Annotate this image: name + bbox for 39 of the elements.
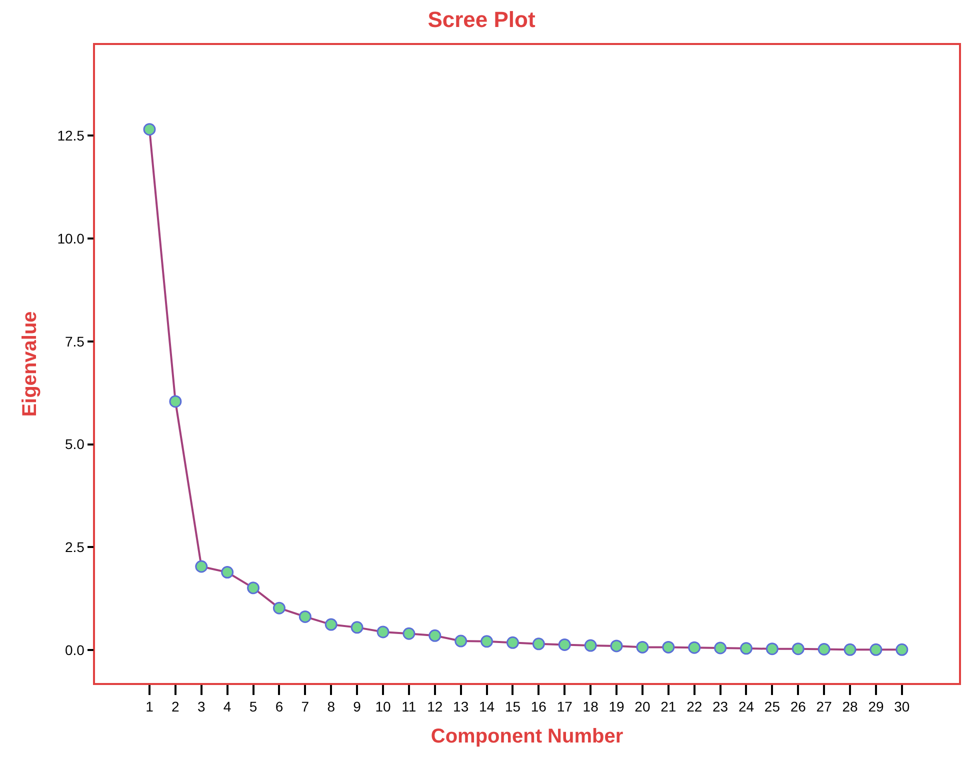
- x-tick-label: 5: [249, 698, 258, 715]
- x-tick-label: 3: [197, 698, 206, 715]
- x-tick-label: 10: [375, 698, 391, 715]
- y-tick-label: 0.0: [64, 642, 85, 658]
- x-tick-label: 25: [764, 698, 780, 715]
- x-tick-label: 21: [660, 698, 676, 715]
- x-tick-label: 27: [816, 698, 832, 715]
- x-tick-label: 26: [790, 698, 806, 715]
- x-tick-label: 29: [868, 698, 884, 715]
- x-tick-label: 19: [608, 698, 625, 715]
- x-tick-label: 8: [327, 698, 336, 715]
- x-tick-label: 15: [504, 698, 521, 715]
- x-tick-label: 24: [738, 698, 754, 715]
- y-tick-label: 10.0: [57, 230, 85, 246]
- x-tick-label: 7: [301, 698, 310, 715]
- x-tick-label: 20: [634, 698, 650, 715]
- x-tick-label: 30: [894, 698, 910, 715]
- x-tick-label: 16: [530, 698, 547, 715]
- x-tick-label: 17: [556, 698, 573, 715]
- x-tick-label: 14: [478, 698, 495, 715]
- x-tick-label: 18: [582, 698, 599, 715]
- x-tick-label: 11: [402, 698, 416, 715]
- x-tick-label: 12: [427, 698, 443, 715]
- y-tick-label: 7.5: [64, 333, 85, 350]
- x-tick-label: 6: [275, 698, 284, 715]
- x-tick-label: 22: [686, 698, 702, 715]
- y-tick-label: 2.5: [64, 539, 85, 556]
- chart-title: Scree Plot: [428, 6, 536, 32]
- y-axis-title: Eigenvalue: [19, 311, 42, 417]
- x-tick-label: 28: [842, 698, 858, 715]
- x-tick-label: 9: [353, 698, 362, 715]
- x-tick-label: 1: [146, 698, 154, 715]
- x-tick-label: 4: [223, 698, 232, 715]
- x-tick-label: 13: [453, 698, 469, 715]
- x-tick-label: 2: [172, 698, 180, 715]
- y-tick-label: 12.5: [57, 127, 85, 144]
- x-axis-title: Component Number: [430, 726, 624, 748]
- y-tick-label: 5.0: [64, 436, 85, 452]
- x-tick-label: 23: [712, 698, 728, 715]
